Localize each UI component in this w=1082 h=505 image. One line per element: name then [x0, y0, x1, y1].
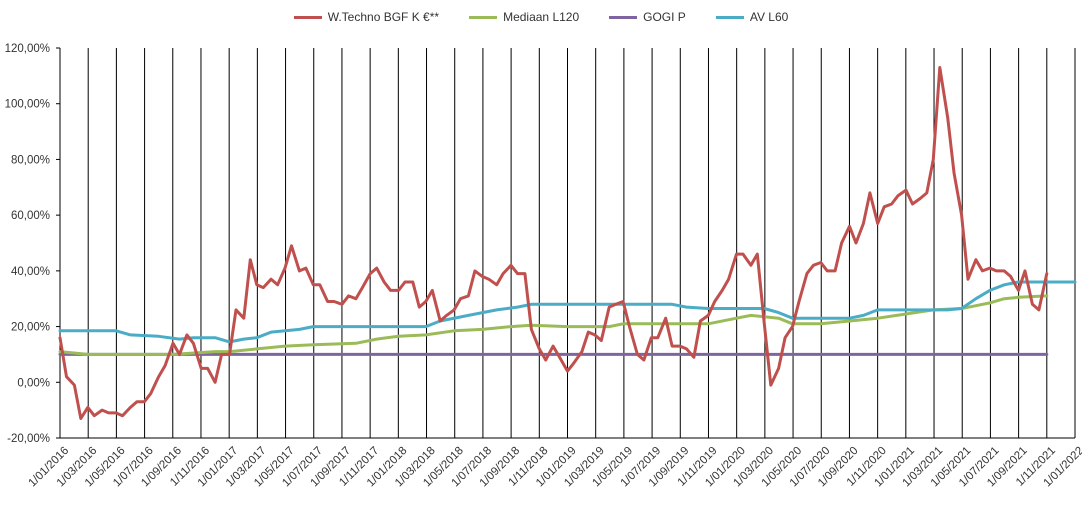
- legend-label-mediaan: Mediaan L120: [503, 10, 580, 24]
- legend-swatch-av: [715, 15, 744, 19]
- legend-swatch-mediaan: [469, 15, 498, 19]
- y-tick-label: 100,00%: [5, 99, 50, 111]
- y-axis: -20,00% 0,00% 20,00% 40,00% 60,00% 80,00% 100,…: [5, 43, 61, 445]
- legend-item-av: AV L60: [715, 10, 789, 24]
- legend-item-gogi: GOGI P: [609, 10, 686, 24]
- y-tick-label: 120,00%: [5, 43, 50, 55]
- x-axis: 1/01/20161/03/20161/05/20161/07/20161/09…: [27, 437, 1082, 489]
- legend-item-wtechno: W.Techno BGF K €**: [293, 10, 440, 24]
- series-line-3: [58, 280, 1077, 344]
- legend-item-mediaan: Mediaan L120: [469, 10, 579, 24]
- y-tick-label: 60,00%: [11, 210, 50, 222]
- y-tick-label: -20,00%: [7, 433, 50, 445]
- chart-legend: W.Techno BGF K €** Mediaan L120 GOGI P A…: [0, 10, 1082, 24]
- y-tick-label: 0,00%: [17, 377, 50, 389]
- legend-label-av: AV L60: [749, 10, 789, 24]
- legend-swatch-wtechno: [293, 15, 322, 19]
- y-tick-label: 40,00%: [11, 266, 50, 278]
- vertical-gridlines: [59, 48, 1076, 438]
- legend-swatch-gogi: [609, 15, 638, 19]
- y-tick-label: 80,00%: [11, 154, 50, 166]
- y-tick-label: 20,00%: [11, 322, 50, 334]
- series-lines: [58, 66, 1077, 420]
- legend-label-gogi: GOGI P: [643, 10, 686, 24]
- legend-label-wtechno: W.Techno BGF K €**: [327, 10, 440, 24]
- series-line-0: [58, 66, 1049, 420]
